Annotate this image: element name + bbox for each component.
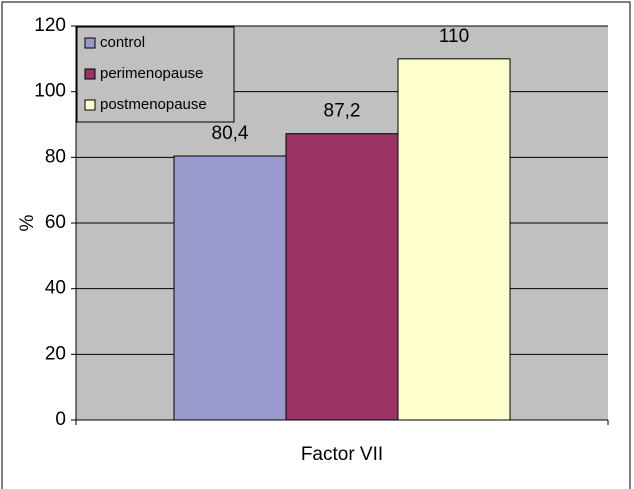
legend-swatch bbox=[84, 99, 96, 111]
y-tick-label: 100 bbox=[34, 81, 66, 102]
legend-box bbox=[76, 26, 235, 123]
data-label: 110 bbox=[439, 26, 469, 47]
legend-label: postmenopause bbox=[100, 96, 207, 113]
legend-label: perimenopause bbox=[100, 65, 203, 82]
y-tick-label: 40 bbox=[45, 278, 66, 299]
bar bbox=[285, 133, 399, 421]
x-tick-label: Factor VII bbox=[301, 444, 383, 465]
y-tick-label: 0 bbox=[55, 409, 66, 430]
y-axis-label: % bbox=[17, 214, 38, 231]
legend-label: control bbox=[100, 34, 145, 51]
y-tick-label: 120 bbox=[34, 15, 66, 36]
legend-swatch bbox=[84, 37, 96, 49]
data-label: 80,4 bbox=[212, 123, 249, 144]
y-tick-label: 60 bbox=[45, 212, 66, 233]
bar bbox=[173, 155, 287, 421]
y-tick-label: 20 bbox=[45, 343, 66, 364]
data-label: 87,2 bbox=[324, 101, 361, 122]
legend-swatch bbox=[84, 68, 96, 80]
y-tick-label: 80 bbox=[45, 146, 66, 167]
bar bbox=[397, 58, 511, 421]
